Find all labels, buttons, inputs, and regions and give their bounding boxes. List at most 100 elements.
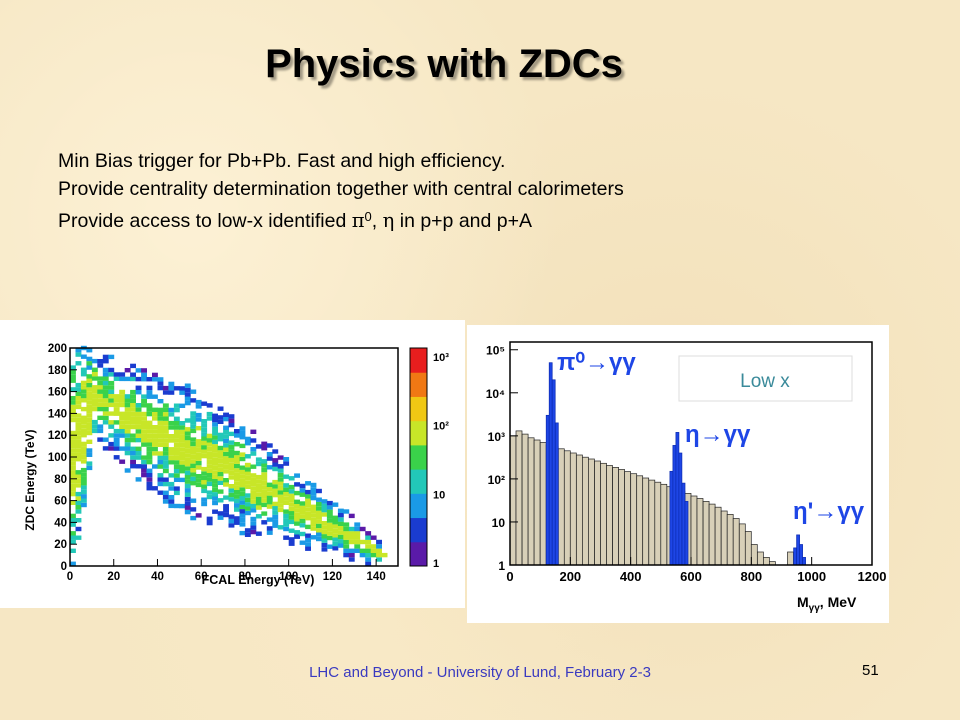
heatmap-cell (80, 385, 87, 390)
heatmap-cell (283, 483, 290, 488)
heatmap-cell (130, 363, 136, 369)
heatmap-cell (184, 470, 191, 476)
heatmap-cell (108, 424, 115, 429)
heatmap-cell (113, 433, 120, 438)
heatmap-cell (86, 422, 93, 427)
heatmap-cell (102, 407, 109, 412)
heatmap-cell (244, 441, 251, 446)
heatmap-xlabel: FCAL Energy (TeV) (202, 573, 315, 587)
heatmap-cell (212, 470, 218, 475)
heatmap-cell (152, 442, 158, 447)
heatmap-cell (162, 442, 169, 447)
background-bar (642, 477, 650, 566)
heatmap-cell (272, 479, 279, 485)
heatmap-cell (305, 537, 311, 543)
heatmap-cell (157, 477, 164, 482)
heatmap-cell (316, 488, 322, 494)
heatmap-cell (152, 416, 158, 421)
heatmap-cell (195, 478, 202, 483)
heatmap-cell (277, 494, 284, 499)
heatmap-cell (86, 439, 93, 444)
heatmap-cell (184, 427, 191, 432)
heatmap-cell (212, 465, 218, 471)
heatmap-cell (212, 444, 218, 449)
heatmap-cell (130, 411, 136, 417)
heatmap-cell (206, 477, 213, 482)
heatmap-cell (250, 499, 257, 504)
heatmap-cell (337, 508, 344, 513)
heatmap-cell (294, 482, 300, 487)
heatmap-cell (190, 459, 197, 464)
heatmap-cell (244, 497, 251, 503)
mass-histogram: 0 200 400 600 800 1000 1200 1 10 10² 10³ 10⁴ 10⁵ π⁰→… (486, 341, 886, 614)
heatmap-cell (212, 457, 218, 462)
heatmap-cell (201, 423, 208, 428)
heatmap-cell (97, 363, 104, 368)
heatmap-cell (119, 398, 126, 403)
heatmap-cell (201, 466, 208, 472)
heatmap-cell (244, 506, 251, 511)
heatmap-cell (119, 446, 126, 451)
heatmap-cell (119, 402, 126, 408)
heatmap-cell (135, 420, 142, 425)
heatmap-cell (179, 451, 186, 456)
heatmap-cell (305, 489, 311, 495)
heatmap-cell (305, 481, 311, 486)
heatmap-cell (305, 498, 311, 503)
heatmap-cell (119, 376, 126, 382)
heatmap-cell (321, 512, 328, 517)
heatmap-cell (173, 486, 180, 491)
heatmap-cell (283, 518, 290, 523)
heatmap-cell (146, 429, 153, 434)
heatmap-cell (321, 547, 328, 552)
heatmap-cell (179, 469, 186, 474)
heatmap-cell (305, 546, 311, 551)
heatmap-cell (376, 548, 382, 553)
heatmap-cell (239, 500, 246, 505)
heatmap-cell (173, 460, 180, 465)
heatmap-cell (206, 490, 213, 495)
heatmap-cell (201, 427, 208, 433)
heatmap-cell (239, 465, 246, 470)
heatmap-cell (130, 455, 136, 460)
heatmap-cell (173, 477, 180, 482)
heatmap-cell (86, 374, 93, 379)
heatmap-cell (168, 438, 175, 443)
heatmap-cell (179, 434, 186, 439)
heatmap-cell (190, 424, 197, 429)
heatmap-cell (97, 398, 104, 403)
heatmap-cell (359, 539, 366, 545)
heatmap-cell (228, 497, 235, 502)
heatmap-cell (70, 500, 76, 505)
heatmap-cell (162, 425, 169, 430)
background-bar (720, 510, 728, 566)
heatmap-cell (261, 511, 268, 516)
heatmap-cell (75, 435, 82, 440)
signal-bar (799, 544, 803, 566)
heatmap-cell (365, 548, 372, 553)
heatmap-cell (119, 429, 126, 434)
heatmap-cell (272, 458, 279, 463)
heatmap-cell (130, 446, 136, 451)
heatmap-cell (152, 425, 158, 430)
heatmap-cell (162, 477, 169, 482)
heatmap-cell (326, 544, 333, 549)
heatmap-cell (365, 531, 372, 536)
heatmap-cell (70, 443, 76, 449)
heatmap-cell (206, 446, 213, 452)
x-tick-label: 1000 (797, 569, 826, 584)
heatmap-cell (124, 420, 131, 425)
heatmap-cell (250, 503, 257, 509)
heatmap-cell (70, 417, 76, 423)
heatmap-cell (179, 421, 186, 426)
heatmap-cell (316, 515, 322, 520)
heatmap-cell (354, 531, 361, 536)
heatmap-cell (162, 451, 169, 456)
heatmap-cell (97, 359, 104, 364)
heatmap-cell (354, 535, 361, 540)
heatmap-cell (113, 394, 120, 399)
heatmap-cell (305, 511, 311, 517)
heatmap-cell (152, 412, 158, 417)
heatmap-cell (97, 376, 104, 381)
heatmap-cell (86, 396, 93, 401)
